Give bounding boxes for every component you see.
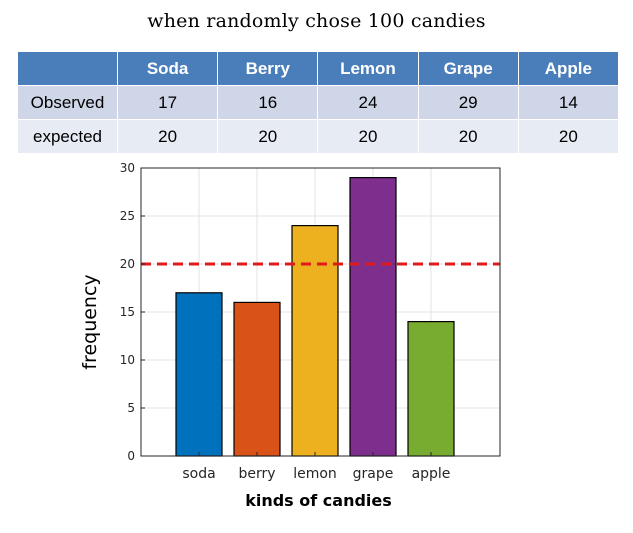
table-cell: 20 [517, 119, 620, 154]
table-cell: 20 [116, 119, 219, 154]
table-header-row: Soda Berry Lemon Grape Apple [17, 51, 620, 86]
row-label: expected [17, 119, 118, 154]
bars [175, 177, 455, 457]
bar-soda [175, 292, 223, 457]
table-cell: 24 [317, 85, 419, 120]
table-header-lemon: Lemon [317, 51, 419, 86]
y-tick-label: 10 [120, 353, 135, 367]
x-tick-label: berry [238, 466, 275, 482]
x-tick-label: grape [353, 466, 394, 482]
y-tick-label: 15 [120, 305, 135, 319]
x-tick-label: soda [182, 466, 215, 482]
table-cell: 16 [217, 85, 319, 120]
x-axis-label: kinds of candies [245, 491, 392, 510]
table-header-grape: Grape [417, 51, 519, 86]
table-row-observed: Observed 17 16 24 29 14 [17, 85, 620, 120]
chart-title: when randomly chose 100 candies [147, 10, 486, 32]
table-header-soda: Soda [116, 51, 219, 86]
x-tick-label: lemon [293, 466, 337, 482]
bar-grape [349, 177, 397, 457]
bar-apple [407, 321, 455, 457]
y-tick-label: 30 [120, 161, 135, 175]
x-tick-label: apple [412, 466, 451, 482]
table-cell: 17 [116, 85, 219, 120]
table-cell: 20 [417, 119, 519, 154]
bar-lemon [291, 225, 339, 457]
table-cell: 29 [417, 85, 519, 120]
y-tick-label: 5 [127, 401, 135, 415]
y-tick-label: 0 [127, 449, 135, 463]
table-header-apple: Apple [517, 51, 620, 86]
bar-berry [233, 301, 281, 457]
y-tick-label: 20 [120, 257, 135, 271]
y-tick-label: 25 [120, 209, 135, 223]
y-axis-label: frequency [79, 274, 101, 369]
frequency-table: Soda Berry Lemon Grape Apple Observed 17… [17, 51, 620, 154]
row-label: Observed [17, 85, 118, 120]
table-cell: 20 [217, 119, 319, 154]
axis-ticks: 0 5 10 15 20 25 30 soda berry lemon grape apple [120, 161, 451, 482]
table-row-expected: expected 20 20 20 20 20 [17, 119, 620, 154]
